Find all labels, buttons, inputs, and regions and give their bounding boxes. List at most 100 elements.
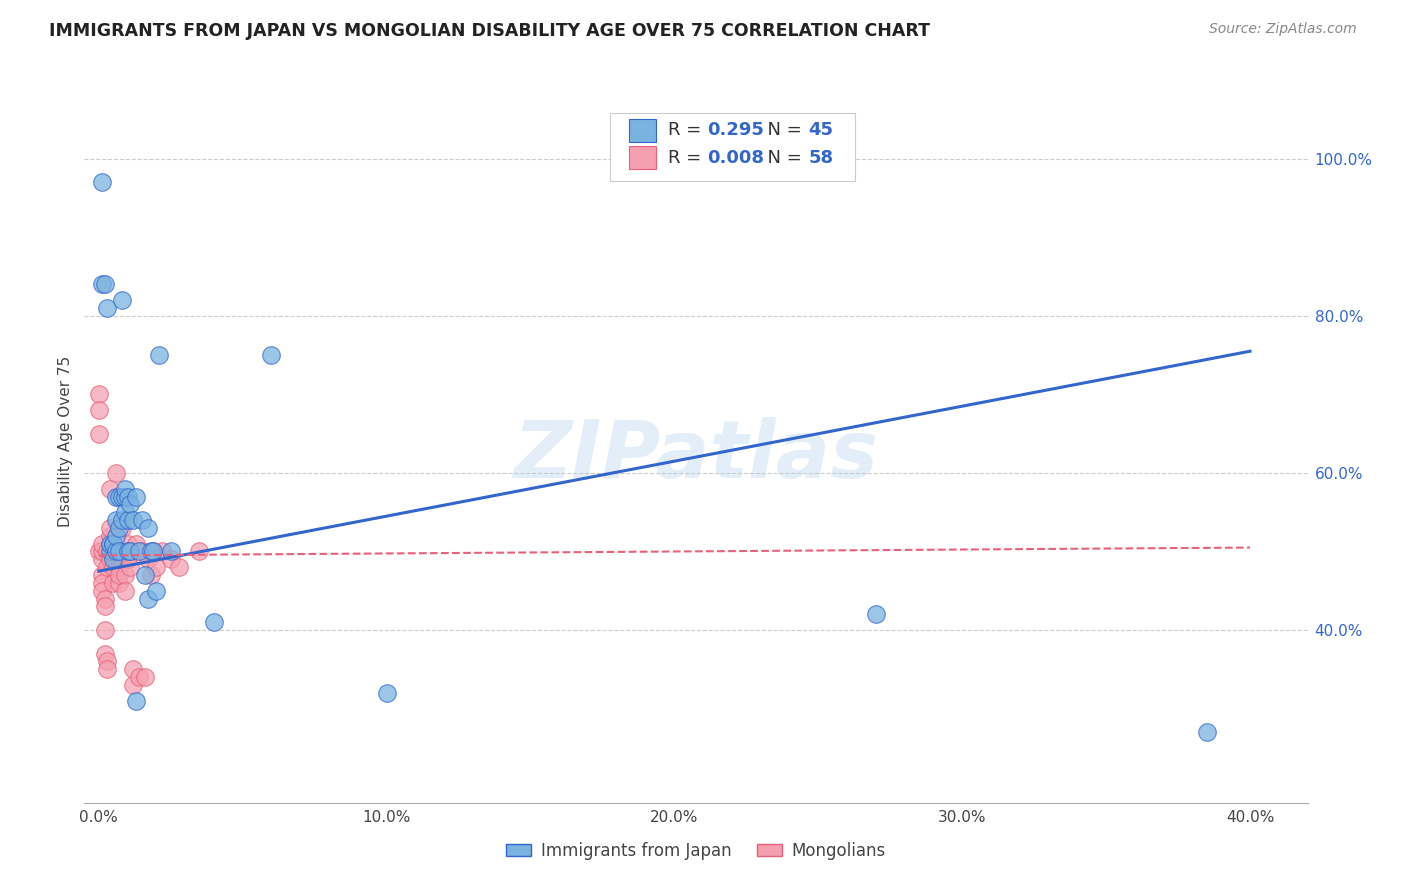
Point [122,678,145,692]
Point [98,536,121,550]
Point [145,583,167,598]
Point [101,560,124,574]
Point [105,529,128,543]
Point [139,568,162,582]
Point [105,552,128,566]
Point [93,647,115,661]
Text: N =: N = [756,149,807,167]
Point [117,536,139,550]
Point [105,513,128,527]
Point [111,293,134,308]
Point [1195,725,1218,739]
Point [98,521,121,535]
Point [148,348,170,362]
Text: 45: 45 [808,121,834,139]
Y-axis label: Disability Age Over 75: Disability Age Over 75 [58,356,73,527]
Text: Source: ZipAtlas.com: Source: ZipAtlas.com [1209,22,1357,37]
Point [145,560,167,574]
Point [125,536,148,550]
FancyBboxPatch shape [628,119,655,142]
Point [139,544,162,558]
FancyBboxPatch shape [610,112,855,181]
Point [120,497,142,511]
Point [87,387,110,401]
Point [108,521,131,535]
Point [87,403,110,417]
Point [87,426,110,441]
Point [260,348,283,362]
Point [128,670,150,684]
Point [93,623,115,637]
Point [114,482,136,496]
Point [108,575,131,590]
Point [90,568,112,582]
FancyBboxPatch shape [628,146,655,169]
Point [111,544,134,558]
Point [117,544,139,558]
Point [96,301,118,315]
Point [96,544,118,558]
Point [120,544,142,558]
Point [117,544,139,558]
Point [108,490,131,504]
Point [375,686,398,700]
Point [111,513,134,527]
Point [101,536,124,550]
Point [108,552,131,566]
Point [108,544,131,558]
Point [98,536,121,550]
Point [111,521,134,535]
Text: 0.295: 0.295 [707,121,763,139]
Point [101,536,124,550]
Point [98,529,121,543]
Point [131,544,153,558]
Point [96,662,118,676]
Point [93,599,115,614]
Point [114,505,136,519]
Point [150,544,173,558]
Point [136,591,159,606]
Point [108,560,131,574]
Point [90,175,112,189]
Point [159,552,181,566]
Point [96,560,118,574]
Legend: Immigrants from Japan, Mongolians: Immigrants from Japan, Mongolians [499,836,893,867]
Point [120,544,142,558]
Point [134,568,156,582]
Point [90,575,112,590]
Point [122,662,145,676]
Point [96,655,118,669]
Point [108,568,131,582]
Point [98,552,121,566]
Point [117,552,139,566]
Point [142,544,165,558]
Point [159,544,181,558]
Point [114,490,136,504]
Point [114,568,136,582]
Point [90,536,112,550]
Point [117,490,139,504]
Point [169,560,191,574]
Text: R =: R = [668,121,707,139]
Text: 58: 58 [808,149,834,167]
Point [136,552,159,566]
Point [114,583,136,598]
Point [117,513,139,527]
Point [105,544,128,558]
Point [90,277,112,292]
Text: IMMIGRANTS FROM JAPAN VS MONGOLIAN DISABILITY AGE OVER 75 CORRELATION CHART: IMMIGRANTS FROM JAPAN VS MONGOLIAN DISAB… [49,22,931,40]
Point [93,591,115,606]
Point [111,552,134,566]
Point [188,544,211,558]
Point [122,513,145,527]
Point [98,482,121,496]
Point [101,552,124,566]
Point [131,513,153,527]
Text: 0.008: 0.008 [707,149,763,167]
Point [111,490,134,504]
Point [202,615,225,630]
Point [98,544,121,558]
Point [120,560,142,574]
Point [136,521,159,535]
Point [87,544,110,558]
